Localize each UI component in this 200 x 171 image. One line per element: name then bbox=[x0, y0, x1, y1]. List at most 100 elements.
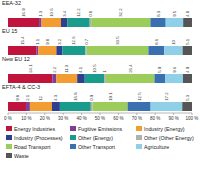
tick-label: 10 % bbox=[21, 116, 31, 121]
data-label: 26.4 bbox=[128, 64, 133, 73]
bar-segment bbox=[8, 18, 39, 27]
category-label: New EU 12 bbox=[2, 56, 30, 62]
bar-segment bbox=[8, 46, 36, 55]
bar-segment bbox=[56, 46, 62, 55]
bar-segment bbox=[36, 46, 38, 55]
tick-label: 100 % bbox=[186, 116, 199, 121]
bar-segment bbox=[67, 18, 89, 27]
legend-label: Other (Energy) bbox=[78, 135, 113, 141]
data-label: 16.8 bbox=[73, 92, 78, 101]
data-label: 1.1 bbox=[35, 38, 40, 45]
data-label: 3.4 bbox=[62, 10, 67, 17]
bar-segment bbox=[85, 46, 86, 55]
bar-segment bbox=[154, 74, 165, 83]
legend-swatch bbox=[70, 126, 76, 131]
bar-segment bbox=[56, 74, 77, 83]
legend: Energy Industries Fugitive Emissions Indus… bbox=[6, 126, 194, 159]
bar-segment bbox=[60, 102, 91, 111]
bar-segment bbox=[30, 102, 52, 111]
data-label: 11.3 bbox=[64, 64, 69, 73]
data-label: 17.2 bbox=[164, 92, 169, 101]
legend-label: Other Transport bbox=[78, 144, 116, 150]
data-label: 4.3 bbox=[53, 94, 58, 101]
bar-segment bbox=[183, 74, 192, 83]
legend-swatch bbox=[70, 144, 76, 149]
data-label: 0.8 bbox=[88, 10, 93, 17]
category-label: EFTA-4 & CC-3 bbox=[2, 84, 40, 90]
data-label: 5.1 bbox=[185, 38, 190, 45]
data-label: 0.7 bbox=[84, 38, 89, 45]
tick bbox=[173, 113, 174, 115]
bar-segment bbox=[26, 102, 30, 111]
tick-label: 50 % bbox=[95, 116, 105, 121]
data-label: 8.3 bbox=[156, 10, 161, 17]
tick bbox=[118, 113, 119, 115]
tick bbox=[155, 113, 156, 115]
data-label: 32.2 bbox=[118, 8, 123, 17]
bar-segment bbox=[8, 74, 52, 83]
data-label: 1.3 bbox=[38, 10, 43, 17]
tick bbox=[8, 113, 9, 115]
legend-swatch bbox=[136, 135, 142, 140]
data-label: 0.9 bbox=[89, 94, 94, 101]
bar-segment bbox=[41, 18, 61, 27]
bar-segment bbox=[38, 46, 56, 55]
data-label: 10 bbox=[171, 39, 176, 44]
legend-label: Industry (Energy) bbox=[144, 126, 185, 132]
tick-label: 70 % bbox=[132, 116, 142, 121]
bar-segment bbox=[150, 18, 165, 27]
legend-label: Road Transport bbox=[14, 144, 51, 150]
legend-swatch bbox=[6, 153, 12, 158]
bar-segment bbox=[183, 18, 192, 27]
data-label: 12.2 bbox=[76, 8, 81, 17]
legend-swatch bbox=[6, 144, 12, 149]
tick bbox=[81, 113, 82, 115]
legend-swatch bbox=[136, 144, 142, 149]
chart: EEA-3216.9 1.3 10.6 3.4 12.2 0.8 32.2 8.3 9.5 4.8… bbox=[0, 0, 200, 171]
data-label: 12 bbox=[38, 95, 43, 100]
data-label: 12.5 bbox=[137, 92, 142, 101]
data-label: 10.6 bbox=[49, 8, 54, 17]
tick bbox=[26, 113, 27, 115]
legend-label: Energy Industries bbox=[14, 126, 56, 132]
labels: EEA-3216.9 1.3 10.6 3.4 12.2 0.8 32.2 8.3 9.5 4.8… bbox=[2, 0, 190, 101]
legend-label: Other (Other Energy) bbox=[144, 135, 194, 141]
data-label: 9.5 bbox=[172, 10, 177, 17]
category-label: EEA-32 bbox=[2, 0, 21, 6]
bar-segment bbox=[148, 46, 164, 55]
legend-label: Industry (Processes) bbox=[14, 135, 63, 141]
bar-segment bbox=[164, 46, 182, 55]
tick bbox=[44, 113, 45, 115]
data-label: 16.9 bbox=[21, 8, 26, 17]
bar-segment bbox=[106, 74, 155, 83]
data-label: 8.6 bbox=[154, 38, 159, 45]
data-label: 9.8 bbox=[45, 38, 50, 45]
data-label: 33.5 bbox=[115, 36, 120, 45]
category-label: EU 15 bbox=[2, 28, 17, 34]
bars bbox=[8, 18, 192, 111]
bar-segment bbox=[183, 46, 192, 55]
data-label: 4.8 bbox=[185, 10, 190, 17]
data-label: 1 bbox=[102, 70, 107, 73]
legend-label: Agriculture bbox=[144, 144, 169, 150]
legend-swatch bbox=[6, 126, 12, 131]
data-label: 15.4 bbox=[20, 36, 25, 45]
bar-segment bbox=[91, 102, 93, 111]
legend-swatch bbox=[6, 135, 12, 140]
bar-segment bbox=[104, 74, 106, 83]
bar-segment bbox=[52, 74, 56, 83]
bar-segment bbox=[165, 74, 183, 83]
tick bbox=[63, 113, 64, 115]
data-label: 2.1 bbox=[25, 94, 30, 101]
legend-swatch bbox=[70, 135, 76, 140]
bar-segment bbox=[8, 102, 26, 111]
bar-segment bbox=[128, 102, 151, 111]
legend-label: Fugitive Emissions bbox=[78, 126, 123, 132]
bar-segment bbox=[39, 18, 41, 27]
data-label: 9.8 bbox=[15, 94, 20, 101]
bar-segment bbox=[92, 102, 127, 111]
data-label: 5.9 bbox=[157, 66, 162, 73]
tick-label: 90 % bbox=[168, 116, 178, 121]
bar-segment bbox=[166, 18, 183, 27]
data-label: 19.1 bbox=[108, 92, 113, 101]
